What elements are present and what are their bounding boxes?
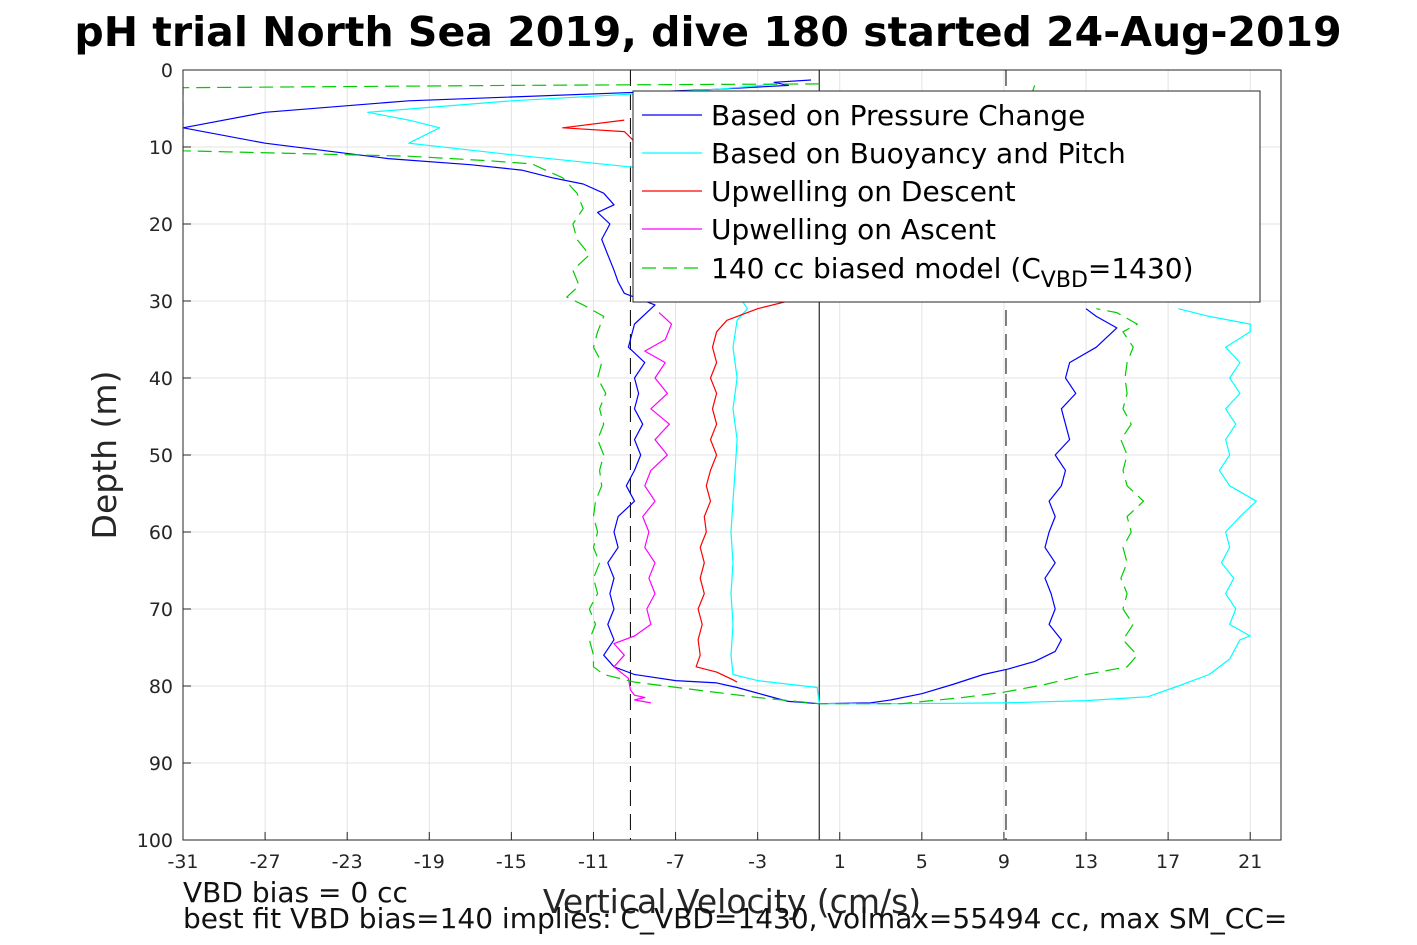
y-tick-label: 30 — [149, 291, 173, 313]
x-tick-label: 5 — [916, 851, 928, 873]
legend-model-subscript: VBD — [1041, 268, 1088, 293]
x-tick-label: 9 — [998, 851, 1010, 873]
legend-entries: Based on Pressure Change Based on Buoyanc… — [642, 99, 1126, 269]
legend-label-model: 140 cc biased model (CVBD=1430) — [711, 252, 1194, 293]
y-tick-label: 100 — [137, 830, 173, 852]
x-tick-label: 1 — [834, 851, 846, 873]
vbd-bias-note: VBD bias = 0 cc — [183, 876, 408, 909]
legend: Based on Pressure Change Based on Buoyanc… — [632, 90, 1261, 303]
x-tick-label: -7 — [666, 851, 685, 873]
series-line-3 — [562, 119, 790, 683]
y-tick-label: 70 — [149, 599, 173, 621]
series-line-5 — [183, 83, 1145, 705]
x-tick-label: 13 — [1074, 851, 1098, 873]
y-axis-label: Depth (m) — [85, 371, 124, 540]
chart-title: pH trial North Sea 2019, dive 180 starte… — [74, 8, 1341, 56]
y-tick-label: 50 — [149, 445, 173, 467]
legend-label-1: Based on Pressure Change — [711, 99, 1085, 132]
legend-box — [632, 90, 1261, 303]
y-tick-label: 0 — [161, 60, 173, 82]
y-axis-ticks: 0 10 20 30 40 50 60 70 80 90 100 — [137, 60, 191, 852]
legend-model-prefix: 140 cc biased model (C — [711, 252, 1041, 285]
legend-model-suffix: =1430) — [1088, 252, 1194, 285]
x-tick-label: -31 — [167, 851, 198, 873]
x-axis-ticks: -31 -27 -23 -19 -15 -11 -7 -3 1 5 9 13 17 21 — [167, 832, 1262, 873]
x-tick-label: -15 — [496, 851, 527, 873]
y-tick-label: 60 — [149, 522, 173, 544]
legend-label-4: Upwelling on Ascent — [711, 213, 996, 246]
y-tick-label: 90 — [149, 753, 173, 775]
best-fit-note: best fit VBD bias=140 implies: C_VBD=143… — [183, 902, 1288, 935]
legend-label-2: Based on Buoyancy and Pitch — [711, 137, 1126, 170]
x-tick-label: -27 — [250, 851, 281, 873]
y-tick-label: 10 — [149, 137, 173, 159]
legend-label-3: Upwelling on Descent — [711, 175, 1016, 208]
x-axis-label: Vertical Velocity (cm/s) — [543, 882, 921, 921]
x-tick-label: 21 — [1238, 851, 1262, 873]
y-tick-label: 40 — [149, 368, 173, 390]
series-line-4 — [613, 312, 673, 704]
x-tick-label: 17 — [1156, 851, 1180, 873]
x-tick-label: -19 — [414, 851, 445, 873]
y-tick-label: 80 — [149, 676, 173, 698]
x-tick-label: -23 — [332, 851, 363, 873]
y-tick-label: 20 — [149, 214, 173, 236]
series-line-1 — [183, 79, 1118, 705]
x-tick-label: -3 — [748, 851, 767, 873]
x-tick-label: -11 — [578, 851, 609, 873]
